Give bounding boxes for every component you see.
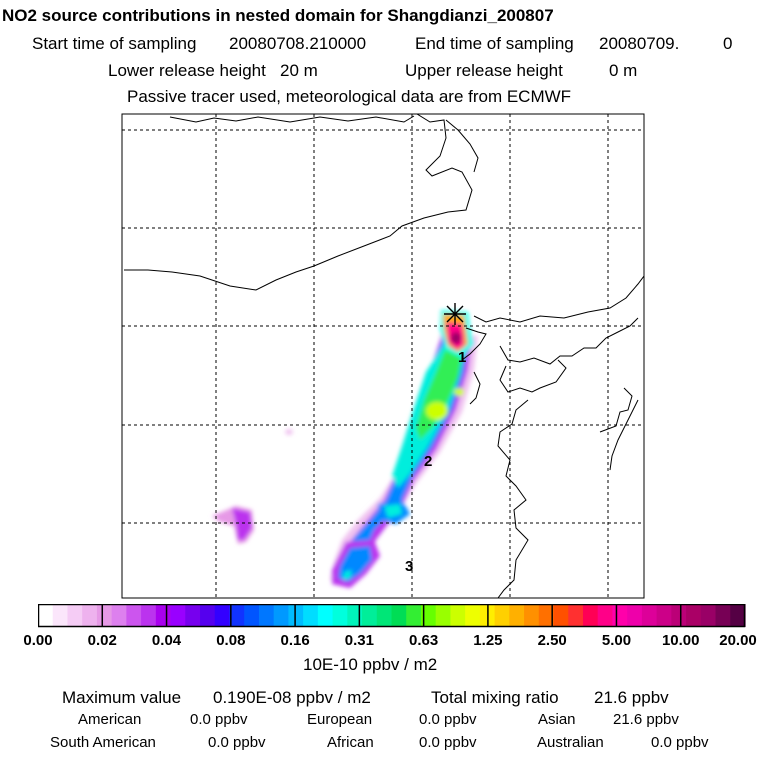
colorbar-cell <box>170 604 186 627</box>
start-time-value: 20080708.210000 <box>229 34 367 53</box>
european-value: 0.0 ppbv <box>419 711 477 728</box>
colorbar-cell <box>303 604 319 627</box>
colorbar-cell <box>317 604 334 627</box>
max-value: 0.190E-08 ppbv / m2 <box>213 688 371 707</box>
upper-release-value: 0 m <box>609 61 638 80</box>
total-mixing-value: 21.6 ppbv <box>594 688 669 707</box>
tracer-note: Passive tracer used, meteorological data… <box>127 87 572 106</box>
total-mixing-label: Total mixing ratio <box>431 688 559 707</box>
colorbar-cell <box>406 604 422 627</box>
colorbar-cell <box>435 604 452 627</box>
lower-release-label: Lower release height <box>108 61 266 80</box>
colorbar-cell <box>627 604 643 627</box>
colorbar-cell <box>509 604 525 627</box>
colorbar-cell <box>686 604 702 627</box>
end-time-extra: 0 <box>723 34 733 53</box>
colorbar-tick-label: 5.00 <box>601 632 632 649</box>
colorbar-cell <box>273 604 289 627</box>
colorbar-cell <box>52 604 69 627</box>
coastlines <box>124 114 644 598</box>
colorbar-cell <box>671 604 687 627</box>
colorbar-cell <box>111 604 127 627</box>
american-value: 0.0 ppbv <box>190 711 248 728</box>
concentration-plume <box>212 310 478 588</box>
colorbar-cell <box>553 604 569 627</box>
colorbar-cell <box>538 604 555 627</box>
colorbar-cell <box>612 604 628 627</box>
end-time-value: 20080709. <box>599 34 680 53</box>
australian-label: Australian <box>537 734 604 751</box>
colorbar-tick-label: 0.31 <box>344 632 374 649</box>
colorbar-cell <box>391 604 407 627</box>
colorbar-tick-label: 0.02 <box>87 632 117 649</box>
colorbar-cell <box>730 604 746 627</box>
colorbar-cell <box>332 604 348 627</box>
african-value: 0.0 ppbv <box>419 734 477 751</box>
asian-value: 21.6 ppbv <box>613 711 679 728</box>
region-label-3: 3 <box>405 558 413 575</box>
colorbar-cell <box>450 604 466 627</box>
colorbar-cell <box>288 604 304 627</box>
colorbar-tick-label: 1.25 <box>473 632 503 649</box>
colorbar-cell <box>582 604 599 627</box>
lower-release-value: 20 m <box>280 61 318 80</box>
region-label-1: 1 <box>458 349 466 366</box>
colorbar-cell <box>524 604 540 627</box>
colorbar-cell <box>126 604 142 627</box>
african-label: African <box>327 734 374 751</box>
colorbar-cell <box>214 604 231 627</box>
colorbar-cell <box>82 604 98 627</box>
colorbar <box>38 604 746 628</box>
colorbar-cell <box>67 604 83 627</box>
colorbar-cell <box>656 604 672 627</box>
colorbar-cell <box>715 604 731 627</box>
colorbar-cell <box>185 604 201 627</box>
colorbar-cell <box>376 604 393 627</box>
american-label: American <box>78 711 142 728</box>
colorbar-cell <box>420 604 437 627</box>
colorbar-cell <box>568 604 584 627</box>
colorbar-tick-label: 10.00 <box>661 632 700 649</box>
chart-title: NO2 source contributions in nested domai… <box>2 6 554 25</box>
colorbar-tick-label: 0.08 <box>216 632 246 649</box>
receptor-star-marker <box>444 303 466 325</box>
colorbar-tick-label: 20.00 <box>719 632 757 649</box>
end-time-label: End time of sampling <box>415 34 574 53</box>
colorbar-cell <box>141 604 157 627</box>
australian-value: 0.0 ppbv <box>651 734 709 751</box>
region-label-2: 2 <box>424 453 432 470</box>
upper-release-label: Upper release height <box>405 61 563 80</box>
colorbar-tick-label: 2.50 <box>537 632 567 649</box>
colorbar-cell <box>494 604 510 627</box>
colorbar-tick-label: 0.00 <box>23 632 53 649</box>
colorbar-cell <box>96 604 113 627</box>
colorbar-cell <box>244 604 260 627</box>
south-american-value: 0.0 ppbv <box>208 734 266 751</box>
european-label: European <box>307 711 373 728</box>
max-value-label: Maximum value <box>62 688 182 707</box>
colorbar-cell <box>258 604 275 627</box>
colorbar-cell <box>597 604 614 627</box>
colorbar-tick-label: 0.63 <box>409 632 439 649</box>
colorbar-cell <box>347 604 363 627</box>
south-american-label: South American <box>50 734 156 751</box>
colorbar-cell <box>700 604 717 627</box>
colorbar-tick-label: 0.04 <box>151 632 182 649</box>
colorbar-tick-label: 0.16 <box>280 632 310 649</box>
colorbar-cell <box>200 604 216 627</box>
asian-label: Asian <box>538 711 576 728</box>
start-time-label: Start time of sampling <box>32 34 197 53</box>
colorbar-cell <box>362 604 378 627</box>
colorbar-cell <box>229 604 245 627</box>
colorbar-cell <box>641 604 658 627</box>
graticule <box>122 114 644 598</box>
colorbar-unit: 10E-10 ppbv / m2 <box>303 655 438 674</box>
colorbar-cell <box>155 604 172 627</box>
map-frame <box>121 113 645 599</box>
colorbar-cell <box>465 604 481 627</box>
colorbar-cell <box>38 604 54 627</box>
